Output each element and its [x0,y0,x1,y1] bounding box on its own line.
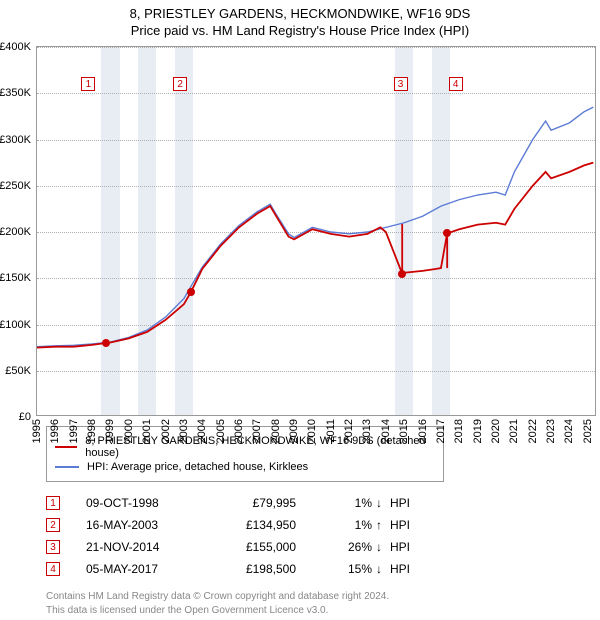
x-axis-label: 2007 [251,419,263,443]
x-axis-label: 2002 [160,419,172,443]
transaction-index: 4 [46,562,60,576]
y-axis-label: £250K [0,180,31,192]
x-axis-label: 2017 [435,419,447,443]
x-axis-label: 2014 [380,419,392,443]
x-axis-label: 2019 [472,419,484,443]
y-axis-label: £150K [0,272,31,284]
x-axis-label: 2006 [233,419,245,443]
x-axis-label: 2005 [215,419,227,443]
transactions-table: 109-OCT-1998£79,9951%↓HPI216-MAY-2003£13… [46,492,600,580]
transaction-date: 09-OCT-1998 [86,496,206,510]
x-axis-label: 2000 [123,419,135,443]
transaction-row: 2 16-MAY-2003£134,950 1% ↑HPI [46,514,600,536]
arrow-down-icon: ↓ [376,562,390,576]
x-axis-label: 2016 [417,419,429,443]
x-axis-label: 2004 [196,419,208,443]
y-axis-label: £400K [0,41,31,53]
x-axis-label: 1998 [86,419,98,443]
transaction-row: 4 05-MAY-2017£198,500 15% ↓HPI [46,558,600,580]
transaction-marker: 2 [173,77,187,91]
transaction-row: 1 09-OCT-1998£79,995 1% ↓HPI [46,492,600,514]
x-axis-label: 1996 [49,419,61,443]
y-axis-label: £50K [5,365,31,377]
transaction-marker: 4 [449,77,463,91]
footer-line: This data is licensed under the Open Gov… [46,604,600,618]
transaction-pct: 15% [332,562,372,576]
transaction-hpi-label: HPI [390,562,410,576]
x-axis-label: 2010 [306,419,318,443]
chart-plot-area: £0£50K£100K£150K£200K£250K£300K£350K£400… [36,46,596,416]
footer-line: Contains HM Land Registry data © Crown c… [46,590,600,604]
transaction-hpi-label: HPI [390,496,410,510]
x-axis-label: 2001 [141,419,153,443]
x-axis-label: 2021 [508,419,520,443]
attribution-footer: Contains HM Land Registry data © Crown c… [46,590,600,618]
transaction-dot [102,339,110,347]
y-axis-label: £300K [0,134,31,146]
transaction-price: £79,995 [206,496,296,510]
transaction-index: 1 [46,496,60,510]
transaction-price: £198,500 [206,562,296,576]
x-axis-label: 1999 [104,419,116,443]
transaction-index: 2 [46,518,60,532]
x-axis-label: 1995 [31,419,43,443]
transaction-pct: 1% [332,496,372,510]
x-axis-label: 2025 [582,419,594,443]
title-sub: Price paid vs. HM Land Registry's House … [0,23,600,38]
transaction-date: 16-MAY-2003 [86,518,206,532]
series-property [37,163,593,348]
series-svg [37,47,597,417]
transaction-price: £134,950 [206,518,296,532]
x-axis-label: 2020 [490,419,502,443]
y-axis-label: £100K [0,319,31,331]
x-axis-label: 2015 [398,419,410,443]
arrow-up-icon: ↑ [376,518,390,532]
transaction-marker: 1 [81,77,95,91]
transaction-dot [443,229,451,237]
legend-swatch [55,466,79,468]
series-hpi [37,107,593,347]
arrow-down-icon: ↓ [376,540,390,554]
transaction-date: 05-MAY-2017 [86,562,206,576]
x-axis-label: 2003 [178,419,190,443]
x-axis-label: 2022 [527,419,539,443]
transaction-hpi-label: HPI [390,518,410,532]
transaction-pct: 1% [332,518,372,532]
y-axis-label: £350K [0,87,31,99]
transaction-dot [187,288,195,296]
transaction-date: 21-NOV-2014 [86,540,206,554]
x-axis-label: 2012 [343,419,355,443]
x-axis-label: 2011 [325,419,337,443]
x-axis-label: 1997 [68,419,80,443]
x-axis-label: 2023 [545,419,557,443]
x-axis-label: 2024 [563,419,575,443]
transaction-row: 3 21-NOV-2014£155,000 26% ↓HPI [46,536,600,558]
arrow-down-icon: ↓ [376,496,390,510]
legend-label: HPI: Average price, detached house, Kirk… [87,461,308,473]
title-main: 8, PRIESTLEY GARDENS, HECKMONDWIKE, WF16… [0,6,600,21]
transaction-pct: 26% [332,540,372,554]
x-axis-label: 2018 [453,419,465,443]
transaction-marker: 3 [394,77,408,91]
chart-titles: 8, PRIESTLEY GARDENS, HECKMONDWIKE, WF16… [0,0,600,38]
transaction-dot [398,270,406,278]
y-axis-label: £200K [0,226,31,238]
legend-swatch [55,446,77,448]
x-axis-label: 2009 [288,419,300,443]
x-axis-label: 2008 [270,419,282,443]
transaction-index: 3 [46,540,60,554]
y-axis-label: £0 [19,411,31,423]
x-axis-label: 2013 [361,419,373,443]
transaction-price: £155,000 [206,540,296,554]
legend-item: HPI: Average price, detached house, Kirk… [55,461,435,473]
transaction-hpi-label: HPI [390,540,410,554]
